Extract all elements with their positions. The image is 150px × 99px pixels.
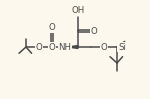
Polygon shape [68,46,78,49]
Text: O: O [36,42,42,51]
Text: O: O [49,42,55,51]
Text: OH: OH [71,6,85,15]
Text: O: O [91,27,98,36]
Text: NH: NH [58,42,72,51]
Text: Si: Si [118,42,126,51]
Text: O: O [49,23,55,32]
Text: O: O [101,42,107,51]
